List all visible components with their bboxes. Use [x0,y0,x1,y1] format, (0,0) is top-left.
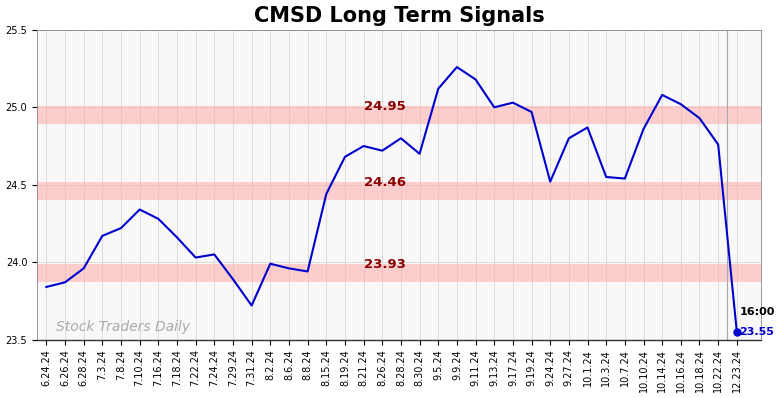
Bar [37,181,761,200]
Text: 24.46: 24.46 [364,176,405,189]
Text: Stock Traders Daily: Stock Traders Daily [56,320,190,334]
Text: 16:00: 16:00 [739,307,775,317]
Title: CMSD Long Term Signals: CMSD Long Term Signals [254,6,544,25]
Bar [37,264,761,282]
Text: 23.93: 23.93 [364,258,405,271]
Text: 23.55: 23.55 [739,327,775,337]
Text: 24.95: 24.95 [364,100,405,113]
Bar [37,106,761,124]
